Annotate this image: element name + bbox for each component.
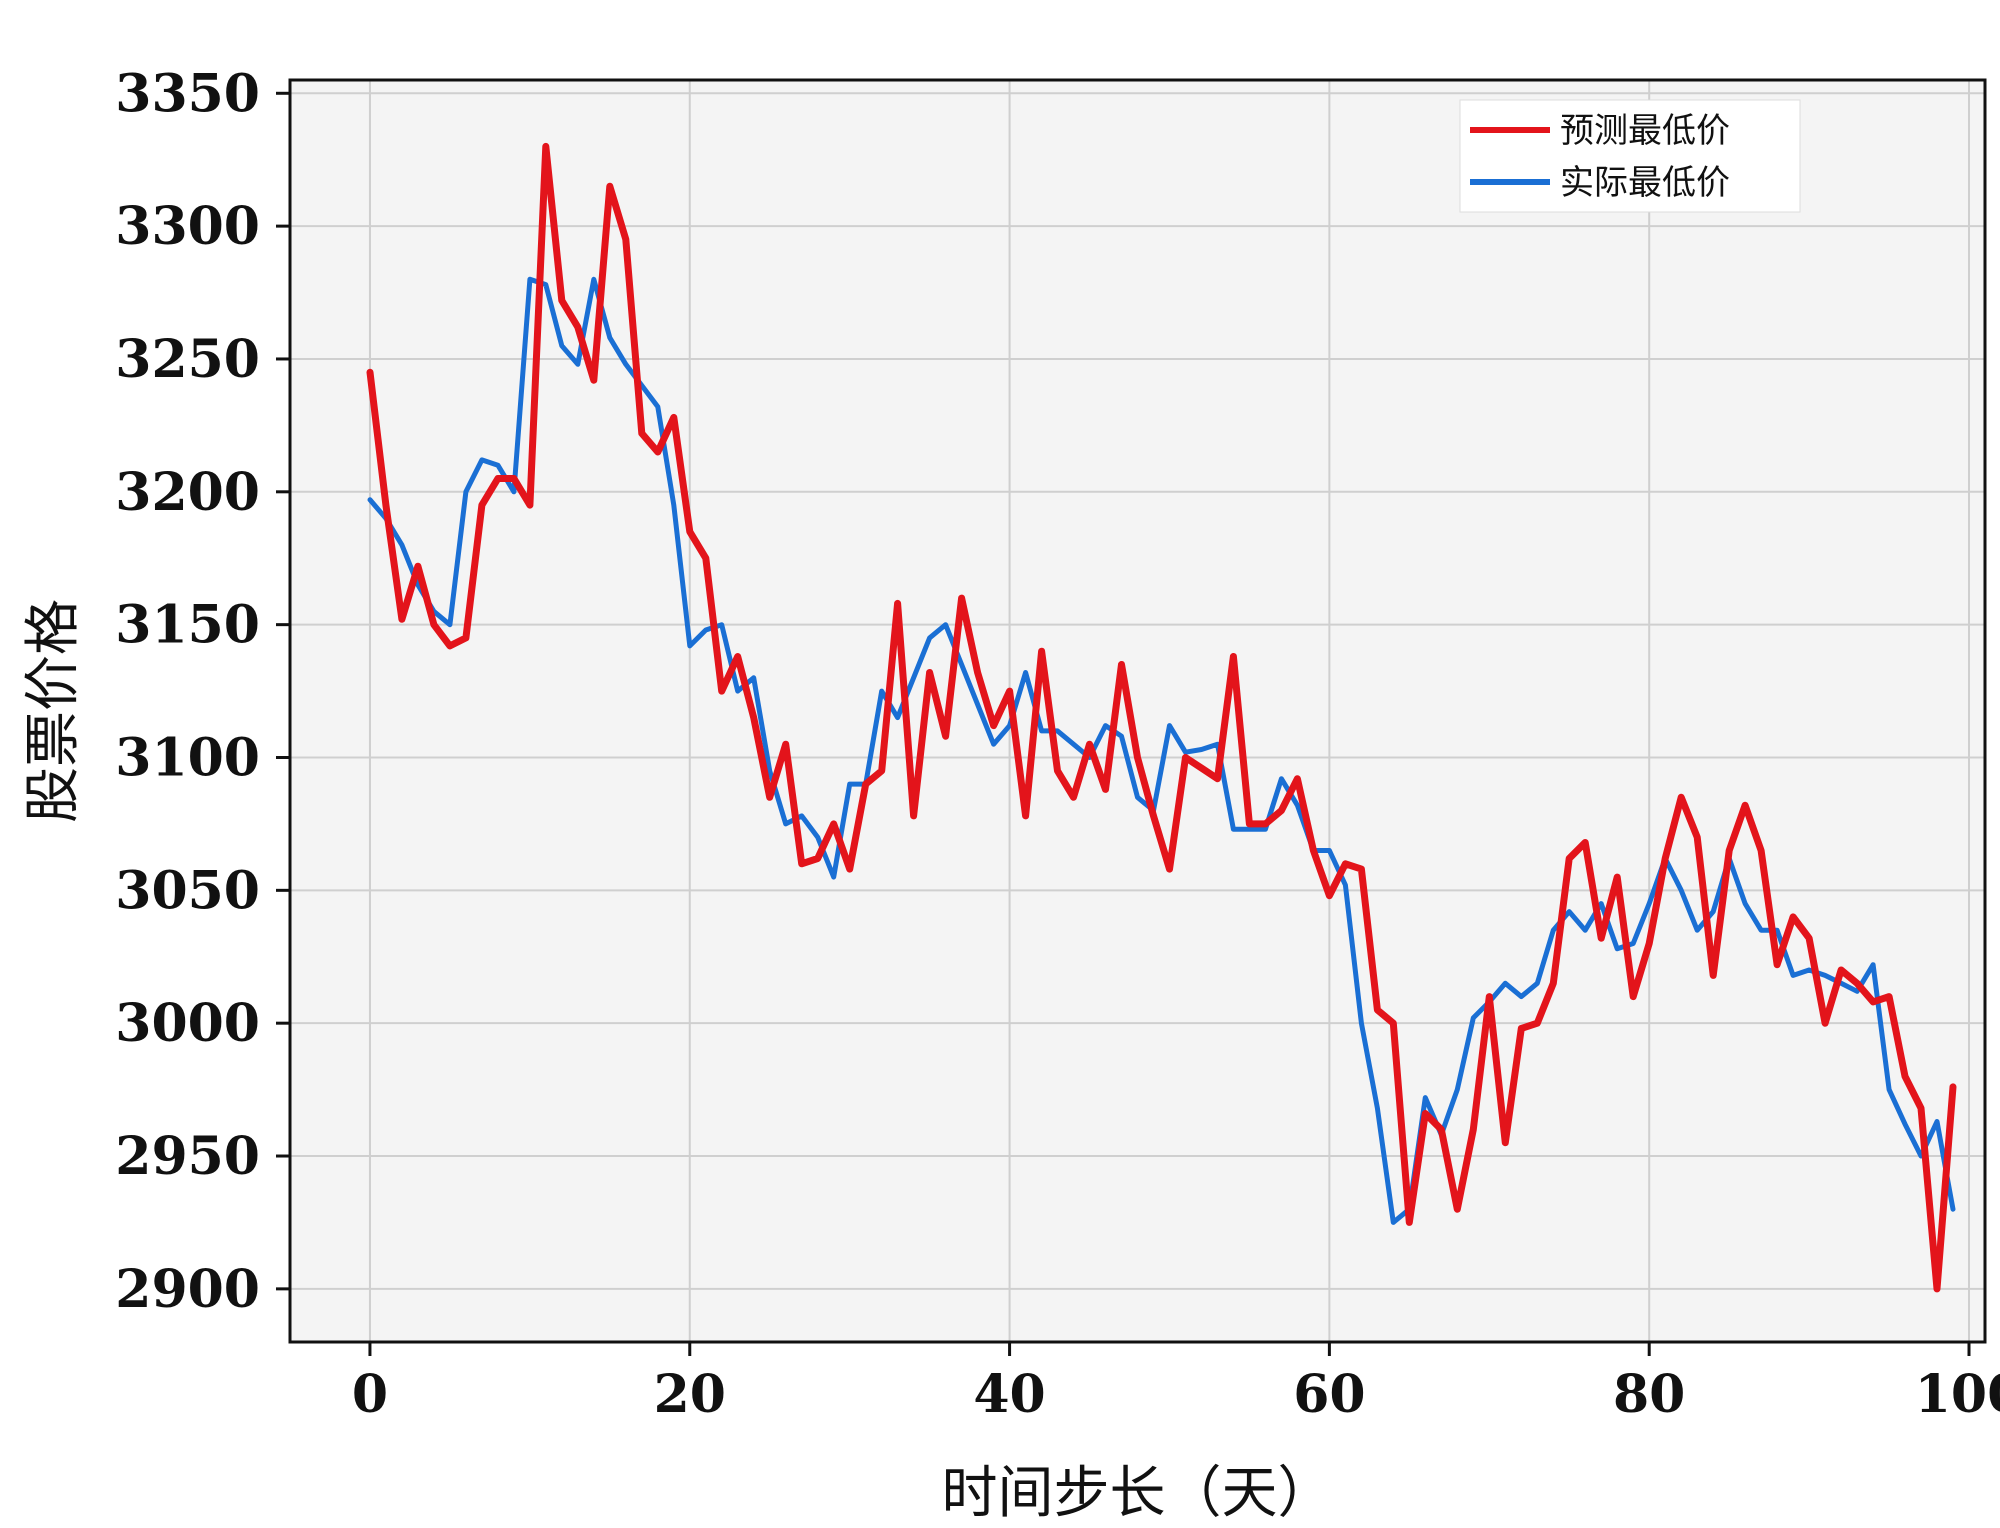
y-tick-label: 3250: [115, 329, 260, 390]
x-tick-label: 80: [1613, 1364, 1685, 1425]
y-tick-label: 2950: [115, 1126, 260, 1187]
y-tick-label: 3200: [115, 462, 260, 523]
legend-box: [1459, 99, 1801, 213]
x-axis-ticks: 0 20 40 60 80 100: [352, 1342, 2000, 1425]
x-tick-label: 40: [973, 1364, 1045, 1425]
series-lines: [366, 142, 1957, 1293]
plot-frame: [288, 78, 1987, 1344]
x-axis-title: 时间步长（天）: [942, 1461, 1334, 1526]
legend-label-actual: 实际最低价: [1560, 163, 1730, 203]
plot-background: [290, 80, 1985, 1342]
legend: 预测最低价 实际最低价: [1459, 99, 1801, 213]
legend-label-predicted: 预测最低价: [1560, 111, 1730, 151]
y-tick-label: 2900: [115, 1259, 260, 1320]
y-tick-label: 3050: [115, 860, 260, 921]
x-tick-label: 60: [1293, 1364, 1365, 1425]
y-tick-label: 3100: [115, 727, 260, 788]
y-tick-label: 3000: [115, 993, 260, 1054]
x-tick-label: 20: [654, 1364, 726, 1425]
grid: [290, 80, 1985, 1342]
y-tick-label: 3150: [115, 595, 260, 656]
x-tick-label: 0: [352, 1364, 388, 1425]
y-axis-ticks: 2900 2950 3000 3050 3100 3150 3200 3250 3300 3350: [115, 63, 290, 1320]
y-tick-label: 3350: [115, 63, 260, 124]
y-tick-label: 3300: [115, 196, 260, 257]
x-tick-label: 100: [1915, 1364, 2000, 1425]
series-line-predicted: [366, 142, 1957, 1293]
y-axis-title: 股票价格: [21, 599, 86, 823]
